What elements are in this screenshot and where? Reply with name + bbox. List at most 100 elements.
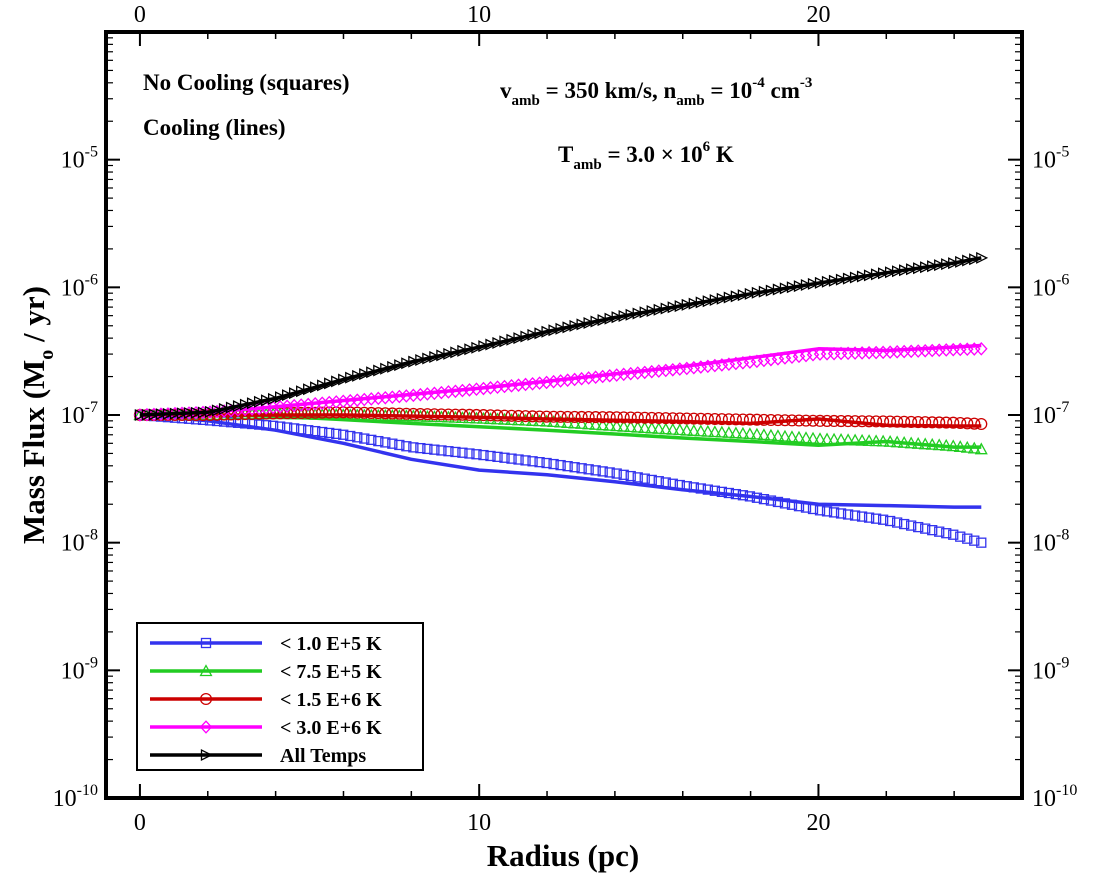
y-tick-label-left-3: 10-7 [61,399,98,429]
series-0-marker-98 [821,506,833,517]
series-2-marker-52 [498,409,511,422]
series-2-marker-116 [947,416,960,429]
axis-ticks [106,32,1023,799]
x-tick-label-bottom-2: 20 [806,810,830,836]
series-0-marker-25 [310,425,321,437]
annotation-no-cooling: No Cooling (squares) [143,70,350,95]
series-2-marker-113 [926,416,939,429]
series-0-marker-37 [394,439,405,451]
series-2-marker-119 [968,417,981,430]
series-0-marker-118 [962,533,973,544]
series-0-marker-33 [366,434,377,445]
series-0-marker-55 [520,455,531,466]
legend-item-0: < 1.0 E+5 K [150,633,382,655]
series-2-marker-115 [940,416,953,429]
legend-marker-0 [200,637,212,649]
series-1-marker-79 [687,424,701,436]
annotation-ambient-velocity-density: vamb = 350 km/s, namb = 10-4 cm-3 [500,75,812,109]
series-1-marker-85 [729,426,743,439]
series-3-marker-93 [785,350,799,364]
series-0-marker-67 [604,467,615,478]
series-2-marker-88 [750,413,763,426]
series-0-marker-49 [478,449,489,461]
series-2-marker-49 [477,409,490,422]
series-0-marker-119 [969,535,980,546]
series-0-marker-60 [555,459,566,471]
y-tick-label-right-0: 10-10 [1032,782,1077,812]
series-2-marker-74 [652,411,665,425]
series-2-marker-84 [722,413,735,426]
series-2-marker-35 [379,407,392,420]
series-1-marker-92 [778,429,792,442]
series-2-marker-21 [281,407,294,420]
series-1-marker-77 [673,423,687,436]
series-0-marker-62 [569,462,580,473]
series-2-marker-85 [729,413,742,426]
legend-marker-2 [199,692,213,706]
series-0-marker-103 [856,511,868,522]
legend-label-0: < 1.0 E+5 K [280,633,382,655]
series-0-marker-114 [934,526,945,537]
series-3-marker-91 [771,352,785,366]
annotation-ambient-temperature: Tamb = 3.0 × 106 K [558,139,734,173]
series-2-marker-117 [954,416,967,430]
series-1-marker-95 [799,431,813,444]
series-2-marker-48 [470,408,483,422]
series-0-marker-105 [870,513,882,524]
y-tick-label-left-4: 10-6 [61,271,98,301]
series-2-marker-23 [295,406,308,420]
series-2-marker-40 [414,407,427,421]
series-2-marker-50 [484,409,497,422]
series-0-marker-100 [835,508,847,519]
series-0-marker-68 [611,468,622,479]
series-3-marker-92 [778,351,792,365]
series-1-marker-69 [617,419,631,432]
series-3-marker-110 [904,344,918,359]
y-tick-label-right-5: 10-5 [1032,144,1069,174]
series-2-marker-26 [316,406,329,419]
series-2-marker-33 [365,406,378,420]
series-1-marker-76 [666,422,680,435]
series-0-marker-66 [597,466,608,477]
series-2-marker-62 [568,410,581,423]
series-0-marker-38 [401,441,412,452]
series-2-marker-59 [547,410,560,423]
y-axis-label: Mass Flux (Mo / yr) [16,286,58,544]
series-1-marker-63 [575,417,589,429]
series-2-marker-118 [961,417,974,430]
series-2-marker-64 [582,410,595,424]
series-2-marker-22 [288,407,301,420]
legend-marker-3 [199,720,213,734]
legend-item-4: All Temps [150,745,366,767]
series-0-marker-52 [499,452,510,463]
plot-content [133,251,989,548]
series-1-marker-65 [589,417,603,430]
series-0-marker-117 [955,531,966,542]
y-tick-label-left-5: 10-5 [61,144,98,174]
legend-label-4: All Temps [280,745,366,767]
series-1-marker-68 [610,419,624,432]
series-0-marker-70 [625,470,636,482]
series-1-marker-66 [596,418,610,431]
series-0-marker-43 [436,445,447,456]
series-0-marker-26 [317,426,328,438]
series-0-marker-65 [590,465,601,476]
series-2-marker-79 [687,412,700,425]
series-2-marker-25 [309,406,322,419]
series-0-marker-120 [976,537,987,548]
series-2-marker-106 [877,415,890,428]
y-tick-label-left-0: 10-10 [53,782,98,812]
x-tick-label-bottom-1: 10 [467,810,491,836]
series-3-marker-89 [757,353,771,368]
series-2-marker-105 [870,415,883,428]
series-1-marker-90 [764,428,778,441]
legend-label-3: < 3.0 E+6 K [280,717,382,739]
series-2-marker-111 [912,416,925,429]
series-2-marker-69 [617,411,630,424]
series-0-marker-106 [877,514,889,525]
series-0-marker-45 [450,446,461,458]
series-1-marker-104 [862,434,876,446]
series-2-marker-71 [631,411,644,424]
series-3-marker-88 [750,354,764,369]
series-0-marker-47 [464,448,475,459]
